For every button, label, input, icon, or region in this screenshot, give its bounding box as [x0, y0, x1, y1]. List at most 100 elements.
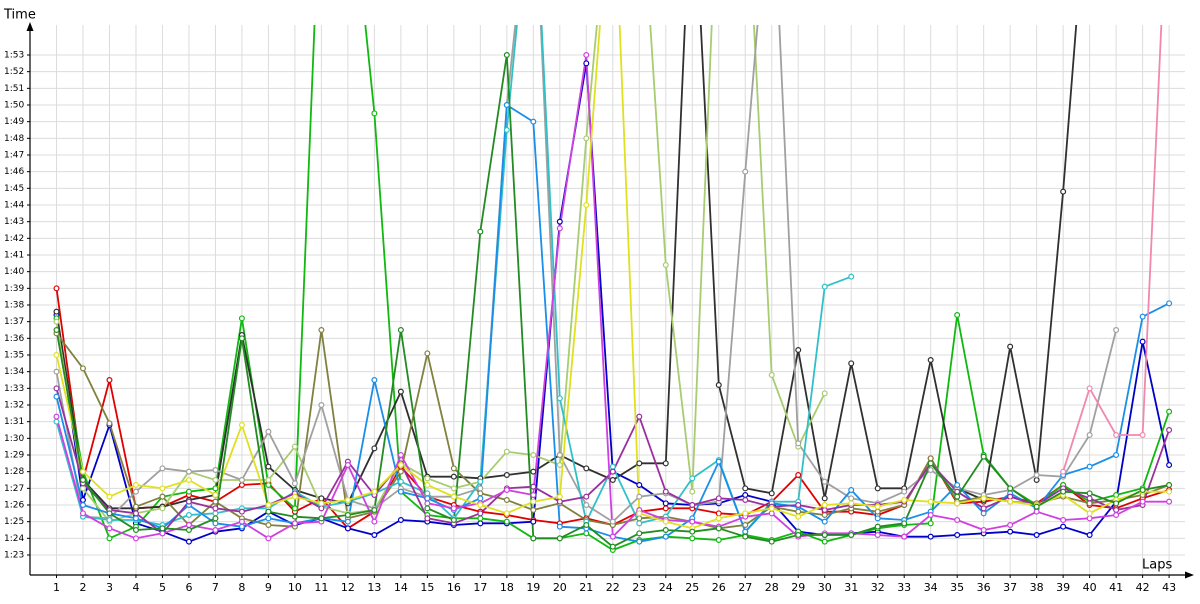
data-point — [318, 327, 325, 334]
data-point — [185, 521, 192, 528]
y-tick-label: 1:33 — [4, 384, 24, 394]
data-point — [742, 510, 749, 517]
data-point — [212, 485, 219, 492]
x-tick-label: 19 — [526, 581, 540, 594]
data-point — [238, 477, 245, 484]
data-point — [450, 516, 457, 523]
data-point — [689, 518, 696, 525]
data-point — [1007, 521, 1014, 528]
x-tick-label: 14 — [394, 581, 408, 594]
data-point — [397, 452, 404, 459]
data-point — [477, 485, 484, 492]
data-point — [185, 498, 192, 505]
data-point — [318, 402, 325, 409]
data-point — [159, 530, 166, 537]
y-tick-label: 1:37 — [4, 317, 24, 327]
data-point — [980, 495, 987, 502]
x-tick-label: 38 — [1030, 581, 1044, 594]
data-point — [1060, 468, 1067, 475]
data-point — [530, 507, 537, 514]
data-point — [1139, 338, 1146, 345]
series-layer — [53, 25, 1173, 553]
x-tick-label: 12 — [341, 581, 355, 594]
data-point — [768, 510, 775, 517]
data-point — [1113, 452, 1120, 459]
data-point — [1060, 188, 1067, 195]
data-point — [424, 505, 431, 512]
data-point — [424, 482, 431, 489]
data-point — [583, 465, 590, 472]
y-tick-label: 1:48 — [4, 134, 24, 144]
data-point — [132, 482, 139, 489]
y-tick-label: 1:50 — [4, 101, 24, 111]
data-point — [636, 482, 643, 489]
data-point — [1166, 408, 1173, 415]
y-tick-label: 1:23 — [4, 551, 24, 561]
data-point — [1113, 511, 1120, 518]
data-point — [954, 493, 961, 500]
data-point — [318, 505, 325, 512]
data-point — [132, 503, 139, 510]
data-point — [874, 485, 881, 492]
data-point — [530, 468, 537, 475]
data-point — [583, 502, 590, 509]
data-point — [1166, 482, 1173, 489]
data-point — [742, 497, 749, 504]
data-point — [1033, 472, 1040, 479]
data-point — [1113, 327, 1120, 334]
data-point — [715, 495, 722, 502]
x-tick-label: 30 — [818, 581, 832, 594]
data-point — [927, 533, 934, 540]
y-tick-label: 1:43 — [4, 217, 24, 227]
data-point — [795, 472, 802, 479]
data-point — [742, 168, 749, 175]
data-point — [609, 468, 616, 475]
data-point — [503, 126, 510, 133]
data-point — [265, 535, 272, 542]
data-point — [927, 467, 934, 474]
data-point — [556, 535, 563, 542]
y-tick-label: 1:30 — [4, 434, 24, 444]
data-point — [795, 347, 802, 354]
data-point — [185, 538, 192, 545]
data-point — [715, 382, 722, 389]
data-point — [397, 462, 404, 469]
x-tick-label: 31 — [844, 581, 858, 594]
data-point — [53, 393, 60, 400]
data-point — [530, 483, 537, 490]
data-point — [185, 488, 192, 495]
y-tick-label: 1:40 — [4, 267, 24, 277]
data-point — [556, 498, 563, 505]
data-point — [291, 493, 298, 500]
data-point — [212, 498, 219, 505]
x-tick-label: 22 — [606, 581, 620, 594]
data-point — [1007, 528, 1014, 535]
data-point — [1139, 487, 1146, 494]
data-point — [212, 526, 219, 533]
data-point — [397, 327, 404, 334]
data-point — [477, 502, 484, 509]
data-point — [874, 515, 881, 522]
data-point — [636, 515, 643, 522]
data-point — [318, 500, 325, 507]
data-point — [1139, 498, 1146, 505]
x-tick-label: 34 — [924, 581, 938, 594]
data-point — [1166, 488, 1173, 495]
data-point — [53, 413, 60, 420]
data-point — [583, 530, 590, 537]
y-tick-label: 1:27 — [4, 484, 24, 494]
data-point — [79, 485, 86, 492]
x-tick-label: 13 — [367, 581, 381, 594]
data-point — [901, 520, 908, 527]
data-point — [132, 510, 139, 517]
data-point — [344, 525, 351, 532]
data-point — [79, 477, 86, 484]
data-point — [1086, 385, 1093, 392]
grid — [30, 25, 1185, 575]
data-point — [980, 510, 987, 517]
x-tick-label: 23 — [632, 581, 646, 594]
data-point — [1033, 531, 1040, 538]
data-point — [556, 395, 563, 402]
data-point — [556, 523, 563, 530]
data-point — [159, 493, 166, 500]
